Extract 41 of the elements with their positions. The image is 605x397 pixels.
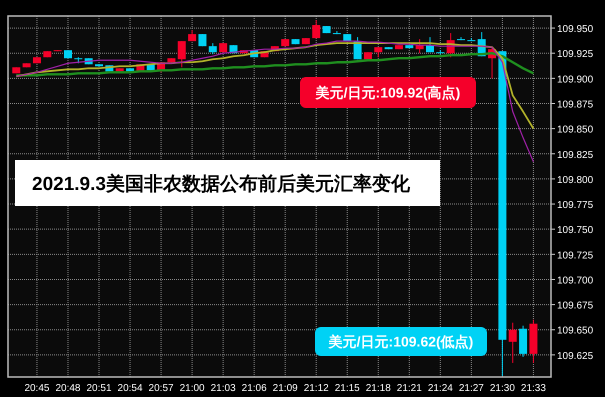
y-tick-label: 109.925 <box>557 49 594 60</box>
x-tick-label: 21:00 <box>180 383 206 394</box>
y-tick-label: 109.650 <box>557 326 594 337</box>
annotation: 美元/日元:109.62(低点) <box>328 334 474 350</box>
x-tick-label: 20:51 <box>86 383 112 394</box>
x-tick-label: 21:30 <box>490 383 516 394</box>
y-tick-label: 109.800 <box>557 174 594 186</box>
candlestick <box>312 20 320 39</box>
candlestick <box>208 42 217 55</box>
x-tick-label: 21:24 <box>428 383 454 394</box>
candlestick <box>178 40 186 68</box>
x-tick-label: 21:18 <box>366 383 392 394</box>
x-tick-label: 20:57 <box>148 383 174 394</box>
y-tick-label: 109.825 <box>557 150 594 161</box>
x-tick-label: 21:33 <box>520 383 546 394</box>
x-tick-label: 20:45 <box>24 383 50 394</box>
y-tick-label: 109.875 <box>557 99 594 110</box>
x-tick-label: 21:21 <box>396 383 422 394</box>
y-tick-label: 109.750 <box>557 225 594 236</box>
y-tick-label: 109.950 <box>557 24 594 36</box>
annotation: 美元/日元:109.92(高点) <box>314 84 460 100</box>
candlestick <box>198 34 206 47</box>
candlestick <box>508 322 517 364</box>
y-tick-label: 109.675 <box>557 300 594 312</box>
y-tick-label: 109.775 <box>557 200 594 212</box>
x-tick-label: 21:09 <box>272 383 298 394</box>
x-tick-label: 21:03 <box>210 383 236 394</box>
x-tick-label: 21:06 <box>242 383 268 394</box>
x-tick-label: 21:12 <box>304 383 330 394</box>
x-tick-label: 20:54 <box>118 383 143 394</box>
candlestick <box>374 46 382 58</box>
line-series <box>16 40 534 162</box>
y-tick-label: 109.725 <box>557 250 594 262</box>
y-tick-label: 109.700 <box>557 275 594 286</box>
text: 2021.9.3美国非农数据公布前后美元汇率变化 <box>32 173 411 195</box>
x-tick-label: 21:27 <box>458 383 484 394</box>
x-tick-label: 20:48 <box>55 383 81 394</box>
y-tick-label: 109.625 <box>557 350 594 362</box>
y-tick-label: 109.900 <box>557 74 594 86</box>
y-tick-label: 109.850 <box>557 124 594 136</box>
x-tick-label: 21:15 <box>334 383 360 394</box>
